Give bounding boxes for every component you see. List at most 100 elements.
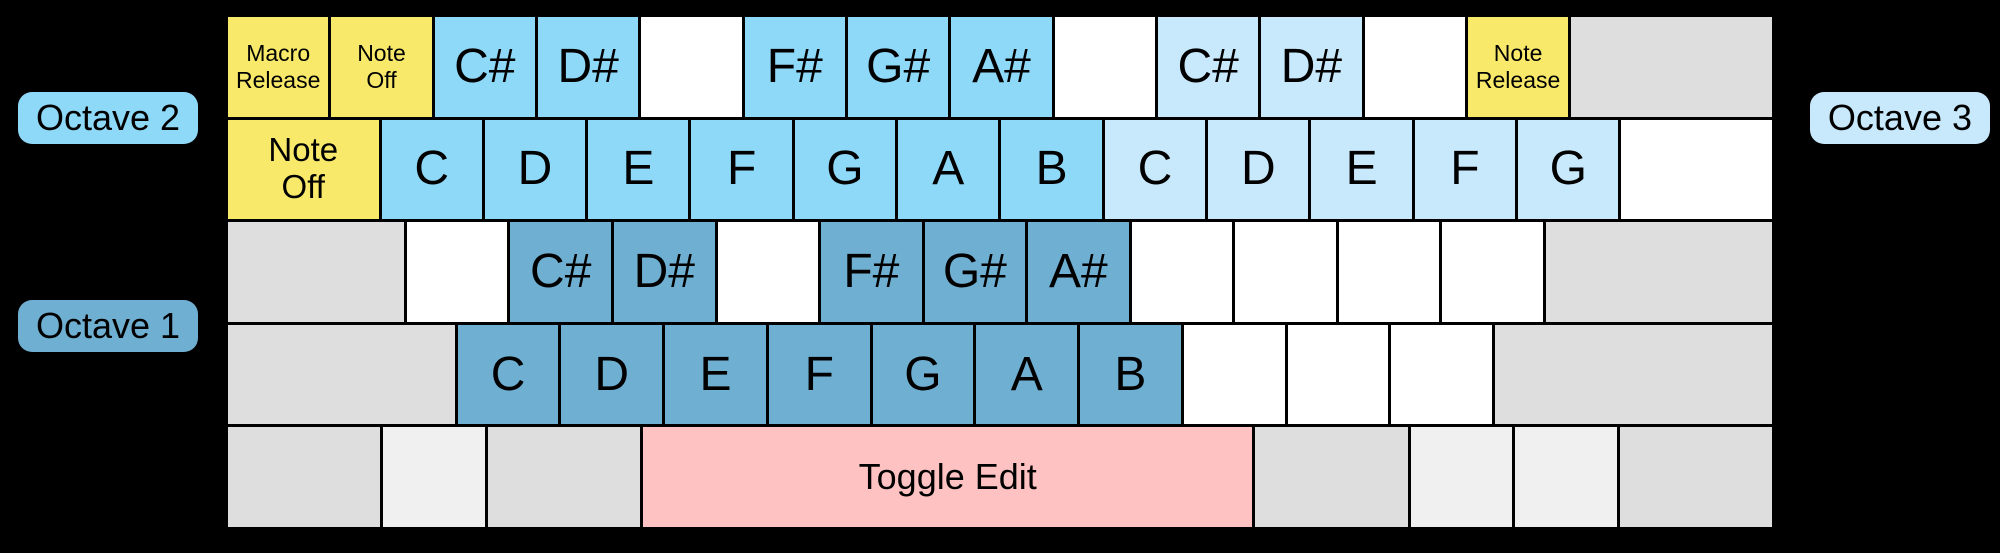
blank-key bbox=[1287, 324, 1389, 425]
caps-lock-key bbox=[228, 222, 404, 322]
key-label: G# bbox=[866, 39, 931, 93]
keyboard-row: Note Off C D E F G A B C D E F G bbox=[228, 119, 1772, 220]
macro-release-key[interactable]: Macro Release bbox=[228, 17, 329, 117]
note-e1-key[interactable]: E bbox=[665, 324, 766, 425]
note-fsharp1-key[interactable]: F# bbox=[821, 222, 922, 322]
key-label: C bbox=[1137, 142, 1173, 196]
key-label: F bbox=[1450, 142, 1480, 196]
note-b1-key[interactable]: B bbox=[1080, 324, 1181, 425]
note-f1-key[interactable]: F bbox=[768, 324, 870, 425]
key-label: C bbox=[414, 142, 449, 196]
key-label: G bbox=[1549, 142, 1587, 196]
key-label: Off bbox=[366, 66, 397, 93]
key-label: Note bbox=[268, 131, 339, 169]
key-label: D# bbox=[1280, 39, 1343, 93]
note-csharp2-key[interactable]: C# bbox=[434, 17, 535, 117]
left-win-key bbox=[383, 427, 485, 527]
key-label: D# bbox=[633, 244, 695, 298]
keyboard-row: C# D# F# G# A# bbox=[228, 222, 1772, 322]
blank-key bbox=[1621, 119, 1772, 220]
note-csharp3-key[interactable]: C# bbox=[1157, 17, 1259, 117]
key-label: F# bbox=[766, 39, 823, 93]
blank-key bbox=[406, 222, 508, 322]
note-dsharp3-key[interactable]: D# bbox=[1261, 17, 1362, 117]
keyboard: Macro Release Note Off C# D# F# G# A# C# D# Note Rel… bbox=[225, 14, 1775, 530]
key-label: Toggle Edit bbox=[858, 456, 1037, 498]
key-label: E bbox=[622, 142, 655, 196]
key-label: F# bbox=[843, 244, 900, 298]
note-g1-key[interactable]: G bbox=[872, 324, 974, 425]
blank-key bbox=[1442, 222, 1543, 322]
note-d3-key[interactable]: D bbox=[1208, 119, 1309, 220]
key-label: E bbox=[1345, 142, 1378, 196]
keyboard-row: Toggle Edit bbox=[228, 427, 1772, 527]
key-label: A# bbox=[1049, 244, 1108, 298]
note-gsharp1-key[interactable]: G# bbox=[924, 222, 1026, 322]
enter-key bbox=[1545, 222, 1772, 322]
note-a2-key[interactable]: A bbox=[898, 119, 999, 220]
key-label: F bbox=[726, 142, 757, 196]
key-label: B bbox=[1035, 142, 1068, 196]
note-f3-key[interactable]: F bbox=[1414, 119, 1516, 220]
key-label: C bbox=[490, 347, 526, 401]
note-e3-key[interactable]: E bbox=[1311, 119, 1412, 220]
blank-key bbox=[1391, 324, 1492, 425]
menu-key bbox=[1515, 427, 1617, 527]
blank-key bbox=[1131, 222, 1233, 322]
note-csharp1-key[interactable]: C# bbox=[510, 222, 611, 322]
key-label: B bbox=[1114, 347, 1147, 401]
blank-key bbox=[641, 17, 742, 117]
note-f2-key[interactable]: F bbox=[691, 119, 792, 220]
key-label: A# bbox=[972, 39, 1031, 93]
key-label: D bbox=[594, 347, 630, 401]
note-g3-key[interactable]: G bbox=[1518, 119, 1619, 220]
note-g2-key[interactable]: G bbox=[794, 119, 896, 220]
key-label: Release bbox=[235, 66, 321, 93]
blank-key bbox=[1054, 17, 1155, 117]
note-gsharp2-key[interactable]: G# bbox=[847, 17, 949, 117]
note-e2-key[interactable]: E bbox=[588, 119, 689, 220]
note-dsharp2-key[interactable]: D# bbox=[537, 17, 639, 117]
note-c1-key[interactable]: C bbox=[457, 324, 559, 425]
octave-1-label: Octave 1 bbox=[18, 300, 199, 352]
key-label: C# bbox=[1177, 39, 1239, 93]
note-c2-key[interactable]: C bbox=[381, 119, 482, 220]
note-a1-key[interactable]: A bbox=[976, 324, 1078, 425]
note-off-key[interactable]: Note Off bbox=[331, 17, 432, 117]
note-dsharp1-key[interactable]: D# bbox=[614, 222, 715, 322]
toggle-edit-key[interactable]: Toggle Edit bbox=[643, 427, 1253, 527]
key-label: D# bbox=[557, 39, 619, 93]
keyboard-row: Macro Release Note Off C# D# F# G# A# C# D# Note Rel… bbox=[228, 17, 1772, 117]
key-label: G# bbox=[942, 244, 1007, 298]
blank-key bbox=[1338, 222, 1440, 322]
key-label: D bbox=[1240, 142, 1276, 196]
note-asharp2-key[interactable]: A# bbox=[951, 17, 1052, 117]
key-label: Note bbox=[357, 39, 406, 66]
note-b2-key[interactable]: B bbox=[1001, 119, 1102, 220]
left-alt-key bbox=[487, 427, 641, 527]
note-c3-key[interactable]: C bbox=[1104, 119, 1206, 220]
note-asharp1-key[interactable]: A# bbox=[1028, 222, 1129, 322]
blank-key bbox=[717, 222, 819, 322]
key-label: F bbox=[804, 347, 834, 401]
note-d2-key[interactable]: D bbox=[484, 119, 586, 220]
key-label: G bbox=[826, 142, 864, 196]
note-d1-key[interactable]: D bbox=[561, 324, 663, 425]
note-fsharp2-key[interactable]: F# bbox=[744, 17, 845, 117]
right-win-key bbox=[1410, 427, 1513, 527]
right-shift-key bbox=[1495, 324, 1773, 425]
right-alt-key bbox=[1255, 427, 1408, 527]
backspace-key bbox=[1571, 17, 1772, 117]
blank-key bbox=[1183, 324, 1285, 425]
right-ctrl-key bbox=[1619, 427, 1772, 527]
note-release-key[interactable]: Note Release bbox=[1467, 17, 1569, 117]
key-label: D bbox=[517, 142, 553, 196]
left-ctrl-key bbox=[228, 427, 381, 527]
octave-2-label: Octave 2 bbox=[18, 92, 199, 144]
key-label: Off bbox=[281, 168, 325, 206]
blank-key bbox=[1364, 17, 1465, 117]
note-off-key[interactable]: Note Off bbox=[228, 119, 379, 220]
key-label: C# bbox=[530, 244, 592, 298]
